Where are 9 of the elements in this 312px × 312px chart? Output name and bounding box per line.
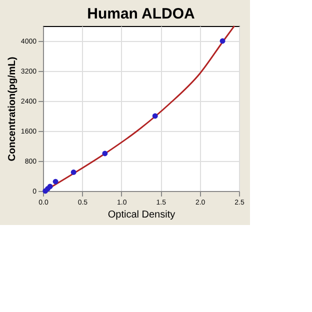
- point: [52, 178, 58, 184]
- point: [152, 113, 158, 119]
- x-axis-title: Optical Density: [108, 210, 176, 220]
- chart-title: Human ALDOA: [87, 5, 196, 22]
- point: [70, 170, 76, 175]
- y-axis-title: Concentration(pg/mL): [6, 56, 18, 162]
- point: [47, 184, 53, 190]
- point: [102, 150, 108, 156]
- point: [220, 38, 226, 44]
